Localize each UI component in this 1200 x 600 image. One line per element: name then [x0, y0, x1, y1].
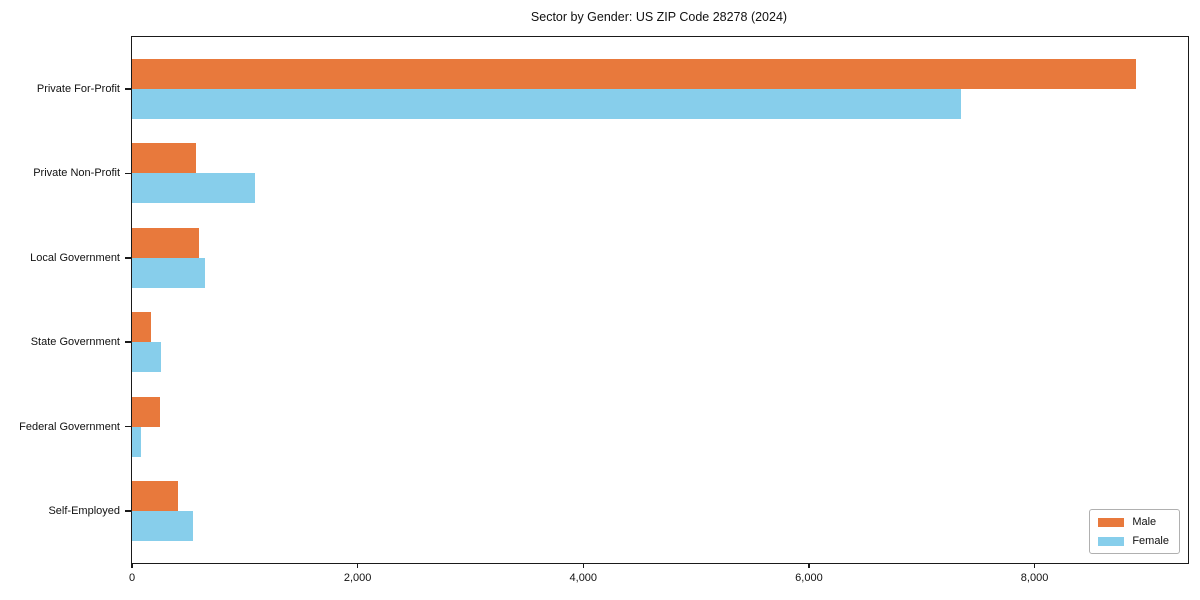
bar-male-private-for-profit: [132, 59, 1137, 89]
plot-area: Male Female Private For-Profit Private Non…: [19, 36, 1189, 584]
legend-swatch-male: [1098, 517, 1125, 527]
x-tick-mark: [131, 563, 133, 568]
x-tick-mark: [582, 563, 585, 568]
bar-female-private-non-profit: [132, 173, 255, 204]
y-tick-mark: [124, 88, 131, 90]
legend-label-male: Male: [1132, 516, 1157, 528]
bar-male-state-government: [132, 312, 152, 343]
legend-item-female: Female: [1098, 535, 1169, 547]
y-tick-mark: [124, 341, 131, 343]
x-tick-label-6-000: 6,000: [795, 572, 823, 584]
y-axis-label-local-government: Local Government: [30, 251, 120, 264]
y-tick-mark: [124, 425, 131, 428]
bar-female-local-government: [132, 257, 206, 288]
y-axis-label-state-government: State Government: [30, 336, 120, 349]
chart-title: Sector by Gender: US ZIP Code 28278 (202…: [530, 10, 788, 24]
y-tick-mark: [124, 510, 131, 512]
x-tick-label-4-000: 4,000: [569, 572, 598, 584]
bar-female-private-for-profit: [132, 89, 962, 119]
bar-male-private-non-profit: [132, 143, 197, 174]
bar-male-local-government: [132, 227, 199, 258]
bar-male-federal-government: [132, 396, 161, 427]
x-tick-mark: [1033, 563, 1036, 568]
x-tick-label-2-000: 2,000: [343, 572, 372, 584]
legend-swatch-female: [1098, 536, 1125, 546]
bar-female-self-employed: [132, 511, 193, 541]
legend-item-male: Male: [1098, 516, 1169, 528]
legend-label-female: Female: [1132, 535, 1169, 547]
bar-female-state-government: [132, 342, 162, 373]
bar-male-self-employed: [132, 481, 179, 511]
y-axis-label-self-employed: Self-Employed: [48, 505, 120, 517]
x-tick-mark: [356, 563, 359, 568]
x-tick-label-8-000: 8,000: [1020, 572, 1049, 584]
x-tick-label-0: 0: [128, 572, 136, 584]
y-tick-mark: [124, 257, 131, 259]
y-tick-mark: [124, 172, 131, 175]
y-axis-label-federal-government: Federal Government: [19, 420, 120, 433]
y-axis-label-private-non-profit: Private Non-Profit: [33, 167, 120, 180]
x-tick-mark: [808, 563, 810, 568]
bar-female-federal-government: [132, 426, 142, 457]
legend: Male Female: [1089, 509, 1180, 554]
y-axis-label-private-for-profit: Private For-Profit: [36, 83, 120, 95]
